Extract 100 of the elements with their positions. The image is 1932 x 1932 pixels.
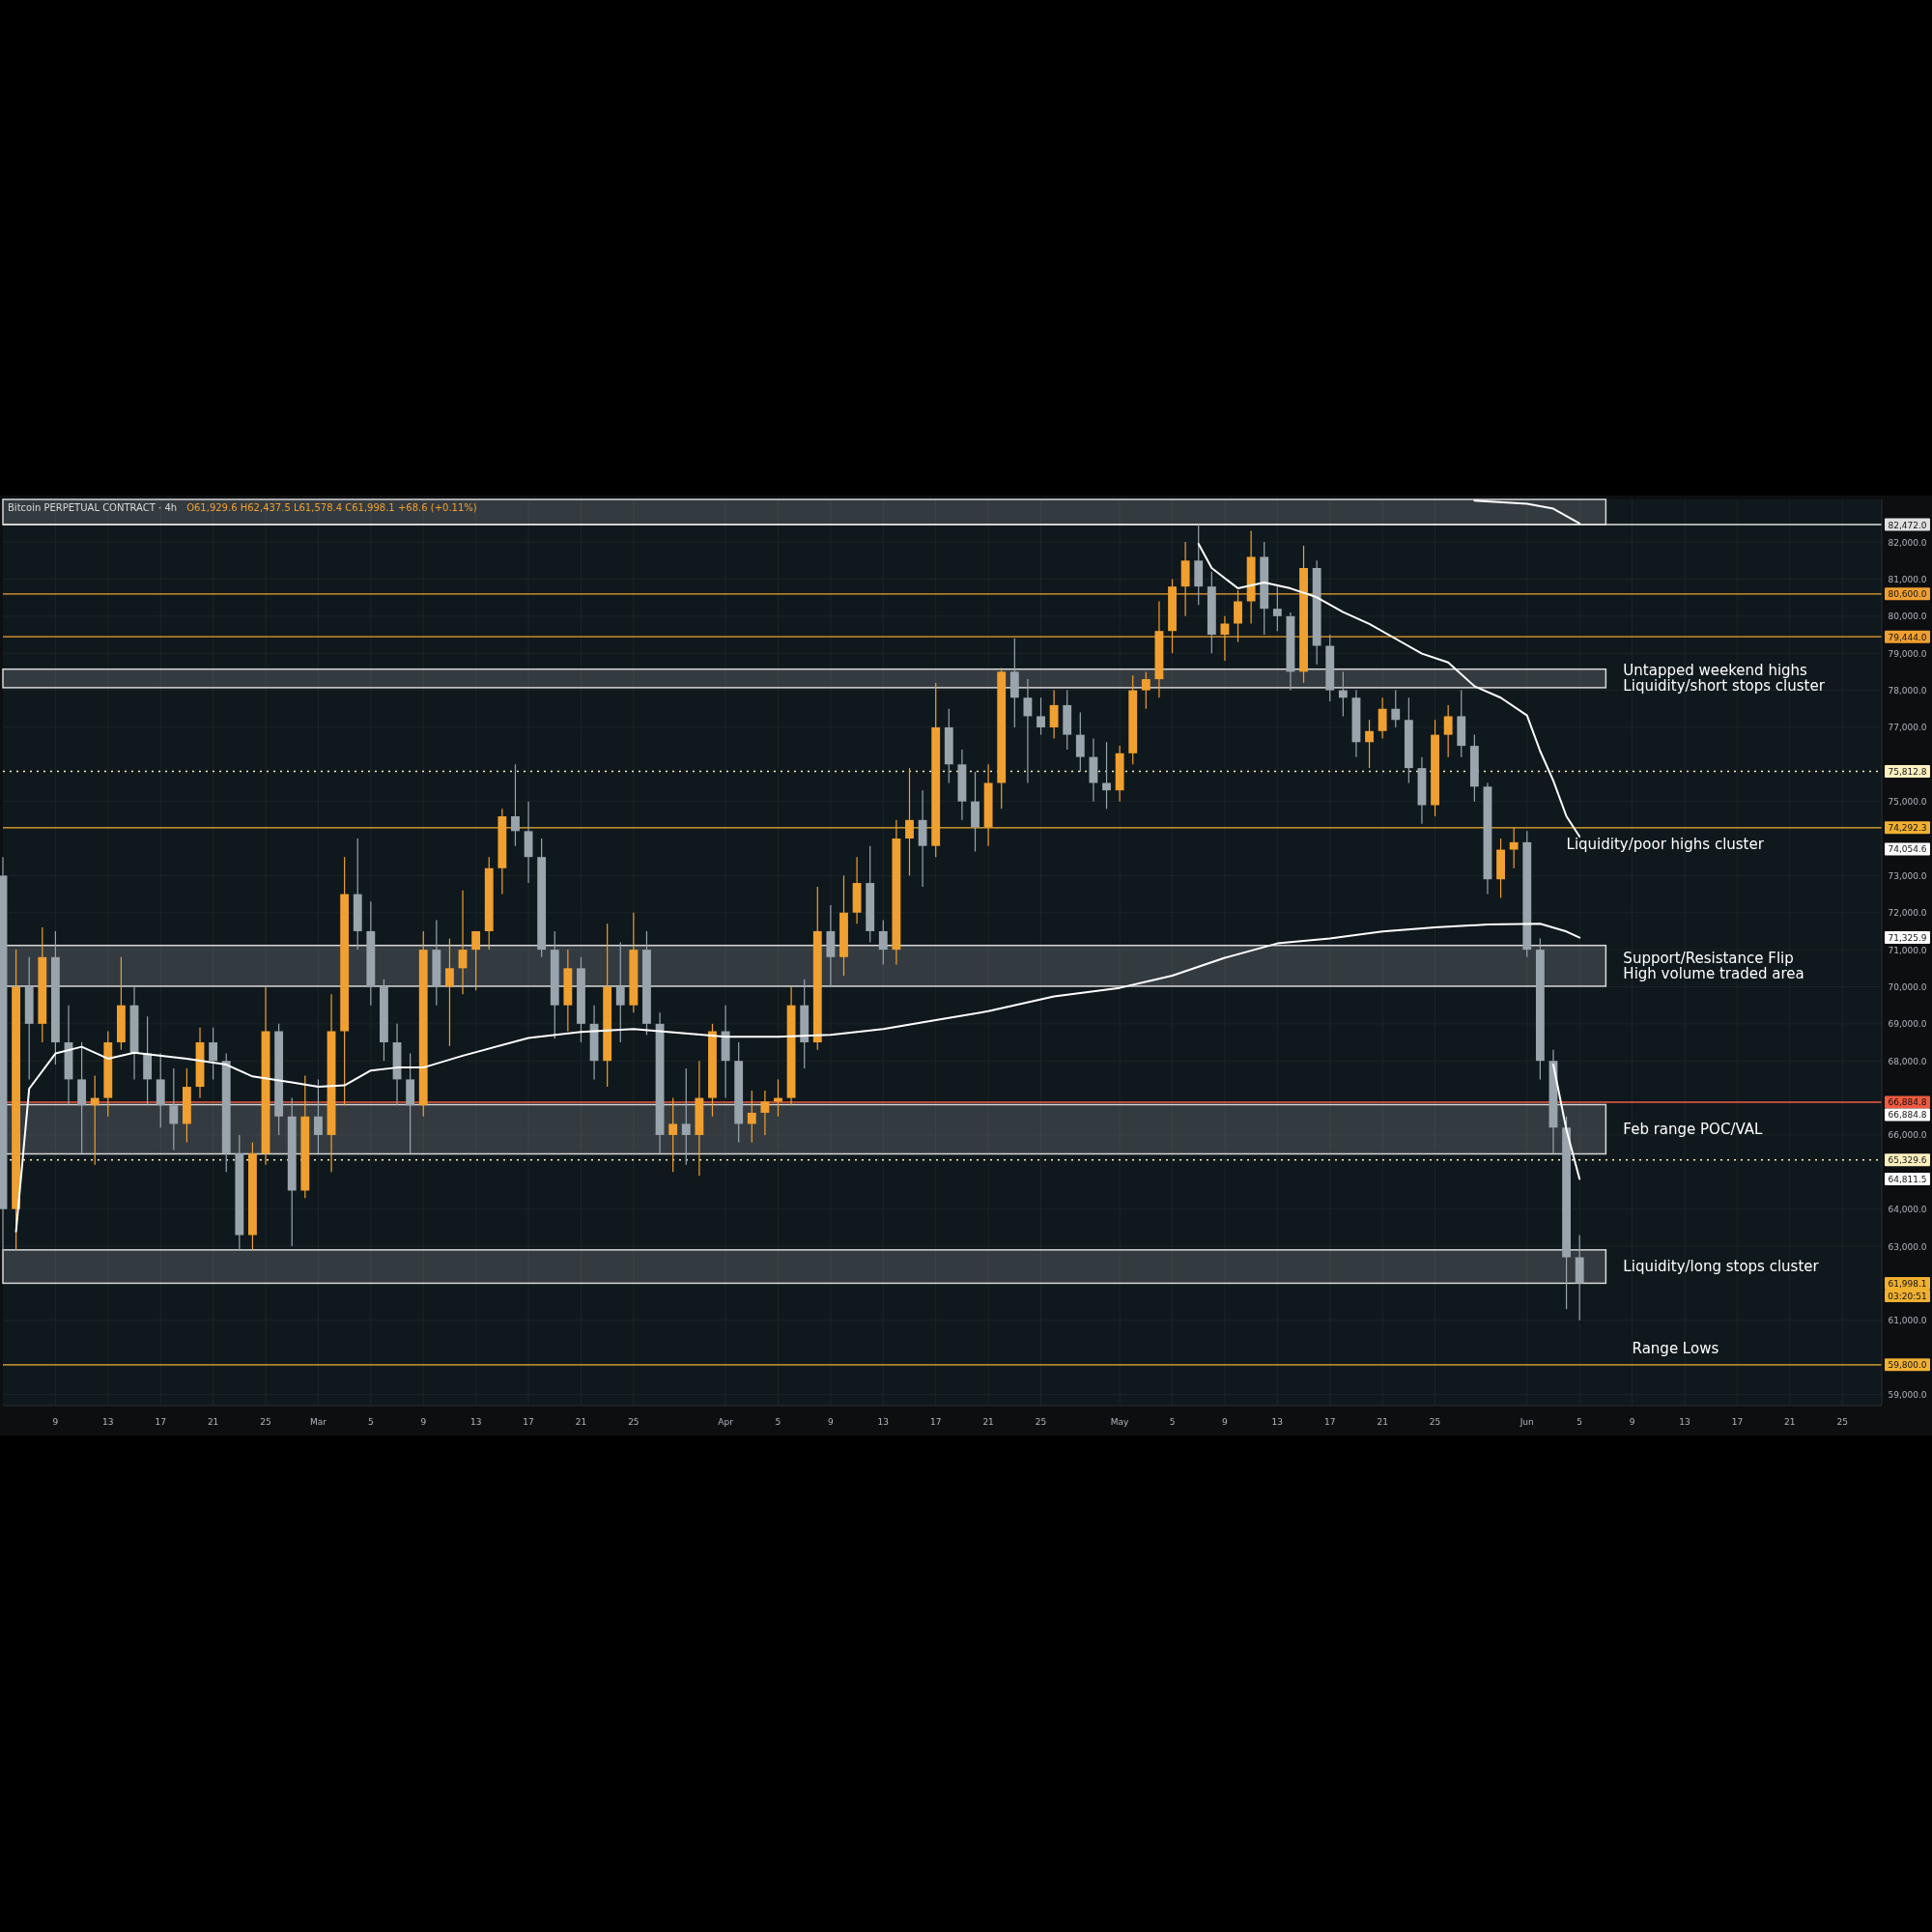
candlestick [1391,689,1401,728]
candlestick [169,1067,179,1151]
x-tick-label: 9 [1629,1417,1635,1427]
candlestick [615,941,625,1043]
y-tick-label: 71,000.0 [1888,945,1927,955]
x-tick-label: 13 [1271,1417,1284,1427]
x-tick-label: 5 [1169,1417,1176,1427]
x-tick-label: 5 [367,1417,374,1427]
candlestick [1365,719,1374,769]
text: 74,054.6 [1888,844,1927,855]
candlestick [445,938,454,1047]
x-tick-label: 9 [52,1417,59,1427]
y-tick-label: 68,000.0 [1888,1056,1927,1066]
candlestick [1338,670,1348,718]
text: 03:20:51 [1888,1291,1927,1301]
annotation: Range Lows [1632,1339,1719,1357]
x-tick-label: 25 [1429,1417,1441,1427]
x-tick-label: 21 [207,1417,219,1427]
y-tick-label: 69,000.0 [1888,1019,1927,1030]
candlestick [1023,678,1033,784]
x-tick-label: 21 [1377,1417,1388,1427]
x-tick-label: 21 [575,1417,587,1427]
candlestick [1049,689,1059,740]
x-tick-label: 9 [420,1417,427,1427]
candlestick [471,930,481,991]
candlestick [1272,585,1282,632]
ref-line-label: 59,800.0 [1888,1360,1927,1371]
x-tick-label: 21 [982,1417,994,1427]
x-tick-label: 13 [102,1417,114,1427]
candlestick [878,919,888,966]
ref-line-label: 66,884.8 [1888,1097,1927,1108]
annotation: 66,884.8 [1888,1110,1927,1121]
y-tick-label: 77,000.0 [1888,723,1927,733]
chart-title: Bitcoin PERPETUAL CONTRACT · 4h [8,502,178,513]
x-tick-label: 25 [1035,1417,1047,1427]
y-tick-label: 73,000.0 [1888,870,1927,881]
y-tick-label: 64,000.0 [1888,1205,1927,1215]
y-tick-label: 78,000.0 [1888,686,1927,696]
candlestick [1037,696,1045,736]
band-label: Support/Resistance Flip High volume traded area [1623,949,1804,982]
text: 71,325.9 [1888,933,1927,944]
x-tick-label: Jun [1519,1417,1534,1427]
candlestick [511,763,520,847]
y-tick-label: 81,000.0 [1888,574,1927,584]
x-tick-label: Apr [718,1417,734,1427]
y-tick-label: 66,000.0 [1888,1130,1927,1141]
x-tick-label: 25 [628,1417,639,1427]
candlestick [1443,704,1453,758]
candlestick [760,1090,770,1136]
x-tick-label: 17 [929,1417,942,1427]
x-tick-label: 13 [469,1417,482,1427]
candlestick [1141,670,1151,710]
ref-line-label: 74,292.3 [1888,823,1927,834]
candlestick [1075,711,1085,773]
y-tick-label: 75,000.0 [1888,797,1927,808]
text: 64,811.5 [1888,1175,1927,1185]
x-tick-label: May [1110,1417,1130,1427]
candlestick [1378,696,1387,740]
y-tick-label: 79,000.0 [1888,648,1927,659]
ref-line-label: 79,444.0 [1888,632,1927,642]
x-tick-label: 17 [523,1417,534,1427]
ref-line-label: 75,812.8 [1888,766,1927,777]
ref-line-label: 80,600.0 [1888,589,1927,600]
candlestick [668,1096,678,1173]
candlestick [1509,826,1519,869]
x-tick-label: 21 [1784,1417,1796,1427]
candlestick [747,1090,756,1144]
y-tick-label: 61,000.0 [1888,1316,1927,1326]
y-tick-label: 63,000.0 [1888,1241,1927,1252]
x-tick-label: 13 [877,1417,890,1427]
band-label: Untapped weekend highs Liquidity/short stops cluster [1623,662,1826,696]
candlestick [905,767,914,876]
y-tick-label: 59,000.0 [1888,1389,1927,1400]
x-tick-label: 9 [828,1417,835,1427]
x-tick-label: 5 [1577,1417,1583,1427]
x-tick-label: 17 [1324,1417,1336,1427]
candlestick [681,1067,691,1166]
annotation: Liquidity/poor highs cluster [1566,835,1765,853]
band-label: Liquidity/long stops cluster [1623,1258,1820,1276]
x-tick-label: 17 [155,1417,166,1427]
band-label: Feb range POC/VAL [1623,1121,1764,1138]
ref-line-label: 82,472.0 [1888,520,1927,530]
x-tick-label: 13 [1679,1417,1690,1427]
line-series [1473,499,1581,525]
ref-line-label: 65,329.6 [1888,1155,1927,1166]
x-tick-label: 9 [1222,1417,1229,1427]
y-tick-label: 80,000.0 [1888,611,1927,622]
x-tick-label: 5 [775,1417,781,1427]
x-tick-label: 25 [260,1417,271,1427]
candlestick [1102,741,1111,810]
text: 61,998.1 [1888,1278,1927,1289]
y-tick-label: 82,000.0 [1888,537,1927,548]
y-tick-label: 70,000.0 [1888,981,1927,992]
candlestick [209,1027,218,1080]
x-tick-label: 17 [1731,1417,1744,1427]
y-tick-label: 72,000.0 [1888,908,1927,919]
line-series [1197,543,1581,838]
candlestick [90,1074,99,1166]
x-tick-label: 25 [1836,1417,1848,1427]
candlestick [314,1078,323,1154]
